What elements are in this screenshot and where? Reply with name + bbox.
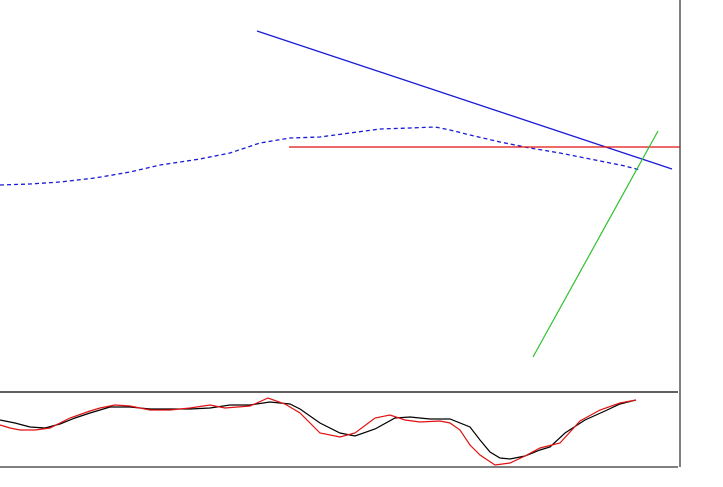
uptrend-line [532, 130, 659, 358]
macd-signal-line [0, 399, 637, 460]
downtrend-line [256, 30, 673, 170]
egd200-line [0, 126, 641, 186]
macd-line [0, 397, 637, 466]
